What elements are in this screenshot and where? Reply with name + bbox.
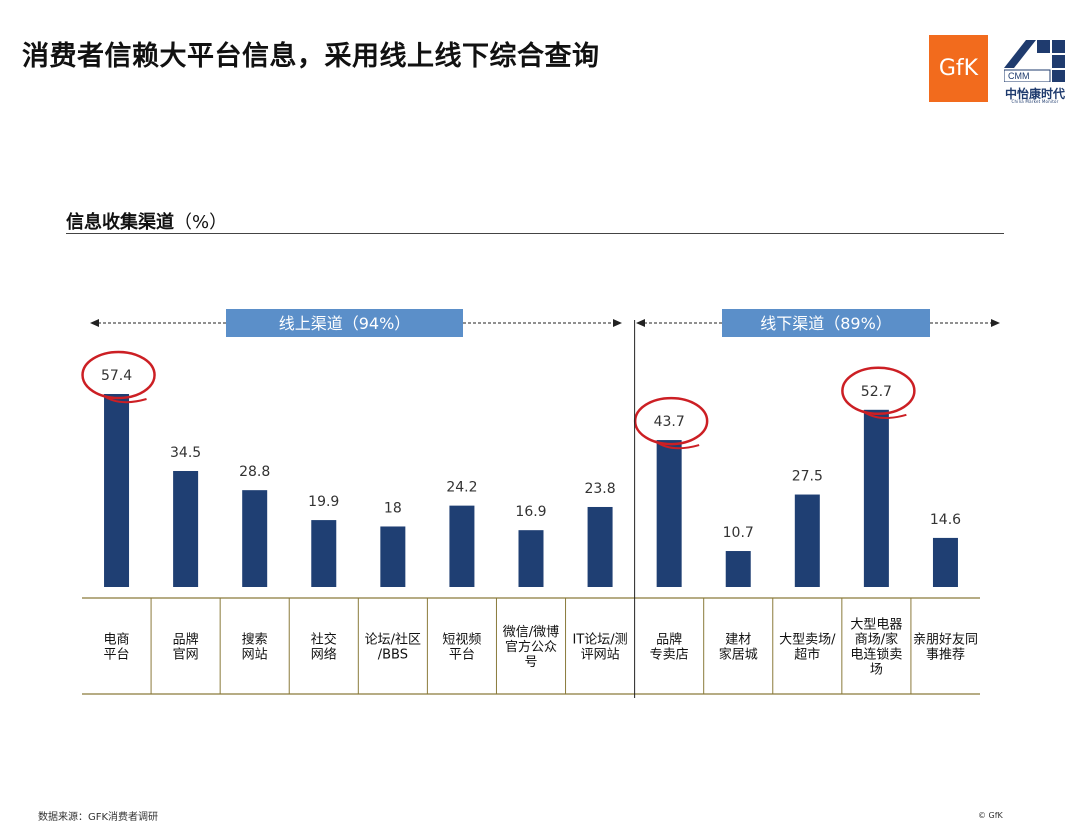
page-title: 消费者信赖大平台信息，采用线上线下综合查询 <box>22 41 600 72</box>
offline-group-banner <box>722 309 930 337</box>
cmm-logo: CMM 中怡康时代 China Market Monitor <box>1004 38 1066 104</box>
category-label: 大型卖场/超市 <box>779 633 836 663</box>
category-label: 论坛/社区/BBS <box>365 632 421 663</box>
section-title: 信息收集渠道 <box>66 212 174 233</box>
bar <box>587 506 613 587</box>
annotations-layer: 线上渠道（94%） 线下渠道（89%） <box>81 309 1000 450</box>
cmm-logo-text: CMM <box>1008 71 1030 81</box>
bar-value-label: 24.2 <box>446 480 477 496</box>
gfk-logo: GfK <box>929 35 988 102</box>
bar <box>449 505 475 587</box>
category-label: 短视频平台 <box>442 633 481 663</box>
bar <box>518 530 544 587</box>
bar-value-label: 16.9 <box>515 504 546 520</box>
gfk-logo-text: GfK <box>938 56 979 81</box>
bar-value-label: 43.7 <box>654 414 685 430</box>
offline-group-arrow-head-left <box>636 319 645 327</box>
section-unit: （%） <box>174 212 228 233</box>
bar <box>863 409 889 587</box>
data-source-note: 数据来源：GFK消费者调研 <box>38 812 159 823</box>
online-group-banner-label: 线上渠道（94%） <box>279 314 411 333</box>
offline-group-banner-label: 线下渠道（89%） <box>760 314 892 333</box>
category-label: 大型电器商场/家电连锁卖场 <box>850 618 902 678</box>
bar <box>242 490 268 587</box>
category-label: IT论坛/测评网站 <box>572 633 627 663</box>
bar-value-label: 18 <box>384 500 402 516</box>
bar-value-label: 52.7 <box>861 384 892 400</box>
online-group-arrow-head-right <box>613 319 622 327</box>
bar-value-label: 27.5 <box>792 469 823 485</box>
section-heading: 信息收集渠道（%） <box>66 208 227 234</box>
bar <box>725 551 751 587</box>
category-label: 建材家居城 <box>719 633 758 663</box>
bar-value-label: 23.8 <box>584 481 615 497</box>
bar <box>656 440 682 587</box>
bar <box>380 526 406 587</box>
category-label: 搜索网站 <box>242 633 268 663</box>
bar-value-label: 10.7 <box>723 525 754 541</box>
cmm-logo-subtitle: China Market Monitor <box>1011 99 1059 104</box>
bar <box>104 394 130 587</box>
category-label: 电商平台 <box>104 633 130 663</box>
bar-value-label: 19.9 <box>308 494 339 510</box>
highlight-circle-tail <box>101 394 147 404</box>
online-group-arrow-head-left <box>90 319 99 327</box>
bar-value-label: 14.6 <box>930 512 961 528</box>
online-group-banner <box>226 309 463 337</box>
highlight-circle <box>81 350 156 400</box>
bar <box>173 470 199 587</box>
category-label: 品牌官网 <box>173 632 199 663</box>
cmm-logo-icon: CMM <box>1004 40 1065 82</box>
offline-group-arrow-head-right <box>991 319 1000 327</box>
highlight-circle-tail <box>654 440 700 450</box>
bar-value-label: 57.4 <box>101 368 132 384</box>
bar <box>932 537 958 587</box>
bar <box>794 494 820 587</box>
bar-value-label: 34.5 <box>170 445 201 461</box>
highlight-circle-tail <box>861 409 907 419</box>
highlight-circle <box>633 396 709 446</box>
category-label: 品牌专卖店 <box>650 632 689 663</box>
category-label: 社交网络 <box>311 632 337 663</box>
bar-value-label: 28.8 <box>239 464 270 480</box>
cmm-logo-name: 中怡康时代 <box>1004 87 1065 101</box>
bars-layer: 57.4 电商平台 34.5 品牌官网 28.8 搜索网站 19.9 社交网络 18 论坛/社区/… <box>101 368 978 678</box>
copyright: © GfK <box>978 811 1003 820</box>
category-label: 微信/微博官方公众号 <box>503 625 559 670</box>
section-divider <box>66 233 1004 234</box>
category-label: 亲朋好友同事推荐 <box>913 632 978 663</box>
highlight-circle <box>841 366 916 416</box>
bar <box>311 520 337 587</box>
